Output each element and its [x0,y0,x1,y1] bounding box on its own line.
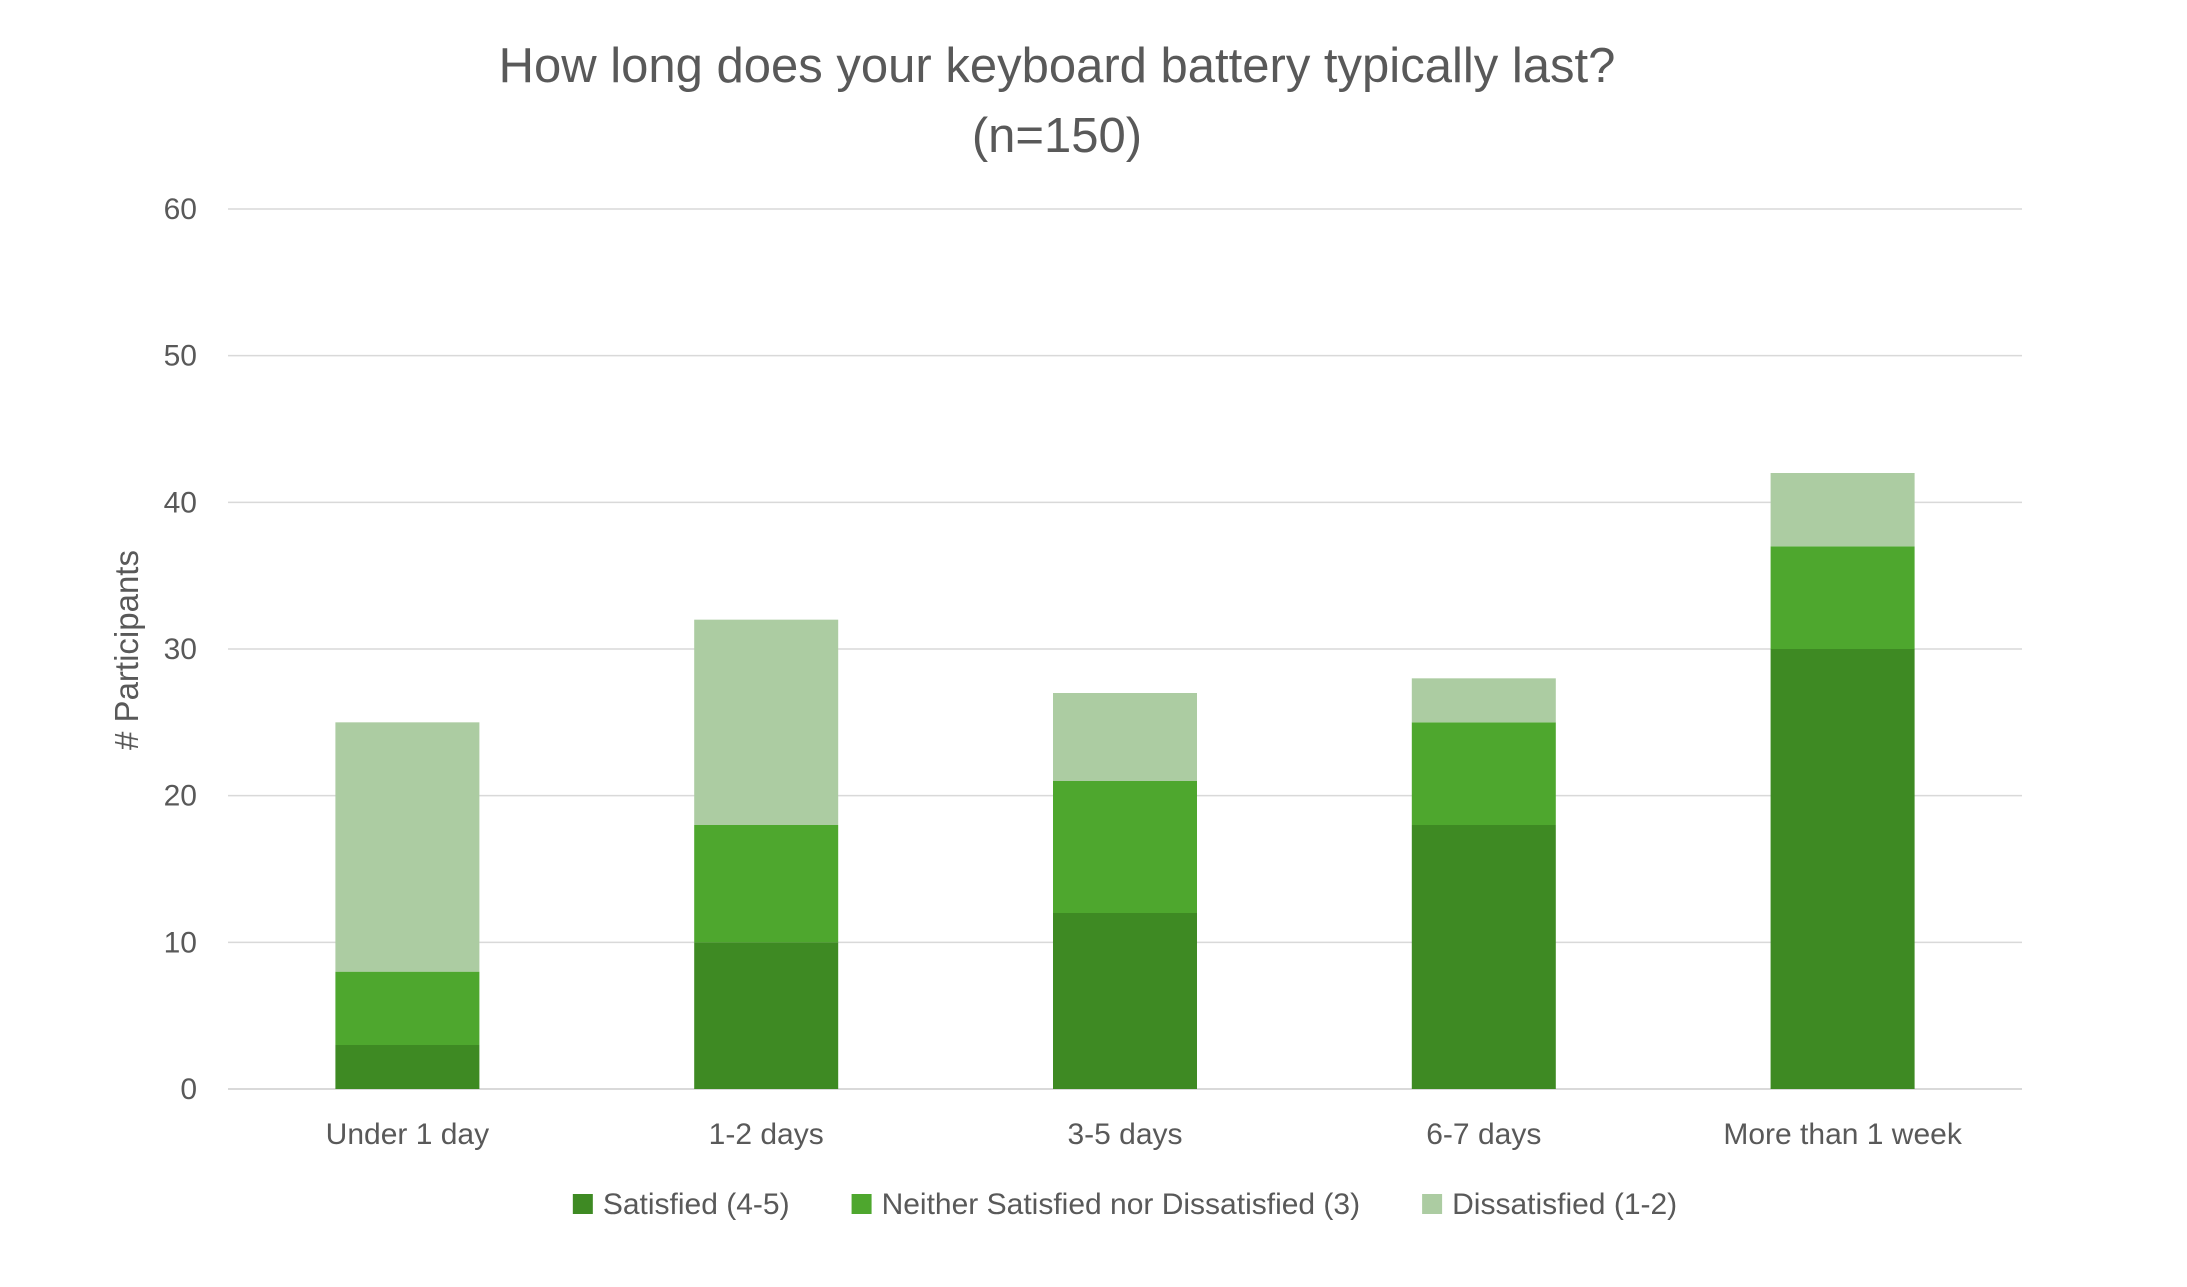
bar-segment [1770,649,1915,1089]
bar-segment [1053,693,1197,781]
legend-label: Satisfied (4-5) [603,1188,790,1221]
bar-segment [694,942,839,1089]
x-tick-label: 1-2 days [709,1118,824,1151]
legend-item: Satisfied (4-5) [572,1188,790,1221]
y-axis-ticks: 0 10 20 30 40 50 60 [164,193,197,1106]
bar-segment [335,1045,480,1089]
legend-label: Neither Satisfied nor Dissatisfied (3) [882,1188,1361,1221]
x-tick-label: Under 1 day [326,1118,489,1151]
legend-swatch [572,1194,593,1214]
legend-label: Dissatisfied (1-2) [1452,1188,1677,1221]
bars [335,473,1915,1089]
gridlines [228,208,2022,1090]
legend-swatch [1422,1194,1443,1214]
chart-subtitle: (n=150) [972,109,1142,163]
legend: Satisfied (4-5) Neither Satisfied nor Dis… [572,1188,1677,1221]
bar-segment [1770,546,1915,649]
bar-segment [1053,781,1197,913]
x-tick-label: 6-7 days [1426,1118,1541,1151]
legend-swatch [851,1194,872,1214]
chart-title: How long does your keyboard battery typi… [499,39,1616,93]
y-tick-label: 10 [164,926,197,959]
bar-segment [1411,678,1556,723]
bar-segment [1411,825,1556,1089]
bar-segment [1053,913,1197,1089]
y-tick-label: 40 [164,486,197,519]
y-tick-label: 0 [180,1073,197,1106]
x-tick-label: 3-5 days [1067,1118,1182,1151]
x-axis-ticks: Under 1 day 1-2 days 3-5 days 6-7 days More … [326,1118,1963,1151]
bar-segment [335,971,480,1045]
y-tick-label: 60 [164,193,197,226]
legend-item: Neither Satisfied nor Dissatisfied (3) [851,1188,1361,1221]
bar-segment [1411,722,1556,825]
y-axis-label: # Participants [108,550,145,750]
y-tick-label: 50 [164,340,197,373]
bar-segment [694,825,839,943]
y-tick-label: 20 [164,780,197,813]
bar-segment [335,722,480,972]
bar-segment [1770,473,1915,547]
x-tick-label: More than 1 week [1723,1118,1962,1151]
y-tick-label: 30 [164,633,197,666]
legend-item: Dissatisfied (1-2) [1422,1188,1677,1221]
bar-segment [694,619,839,825]
